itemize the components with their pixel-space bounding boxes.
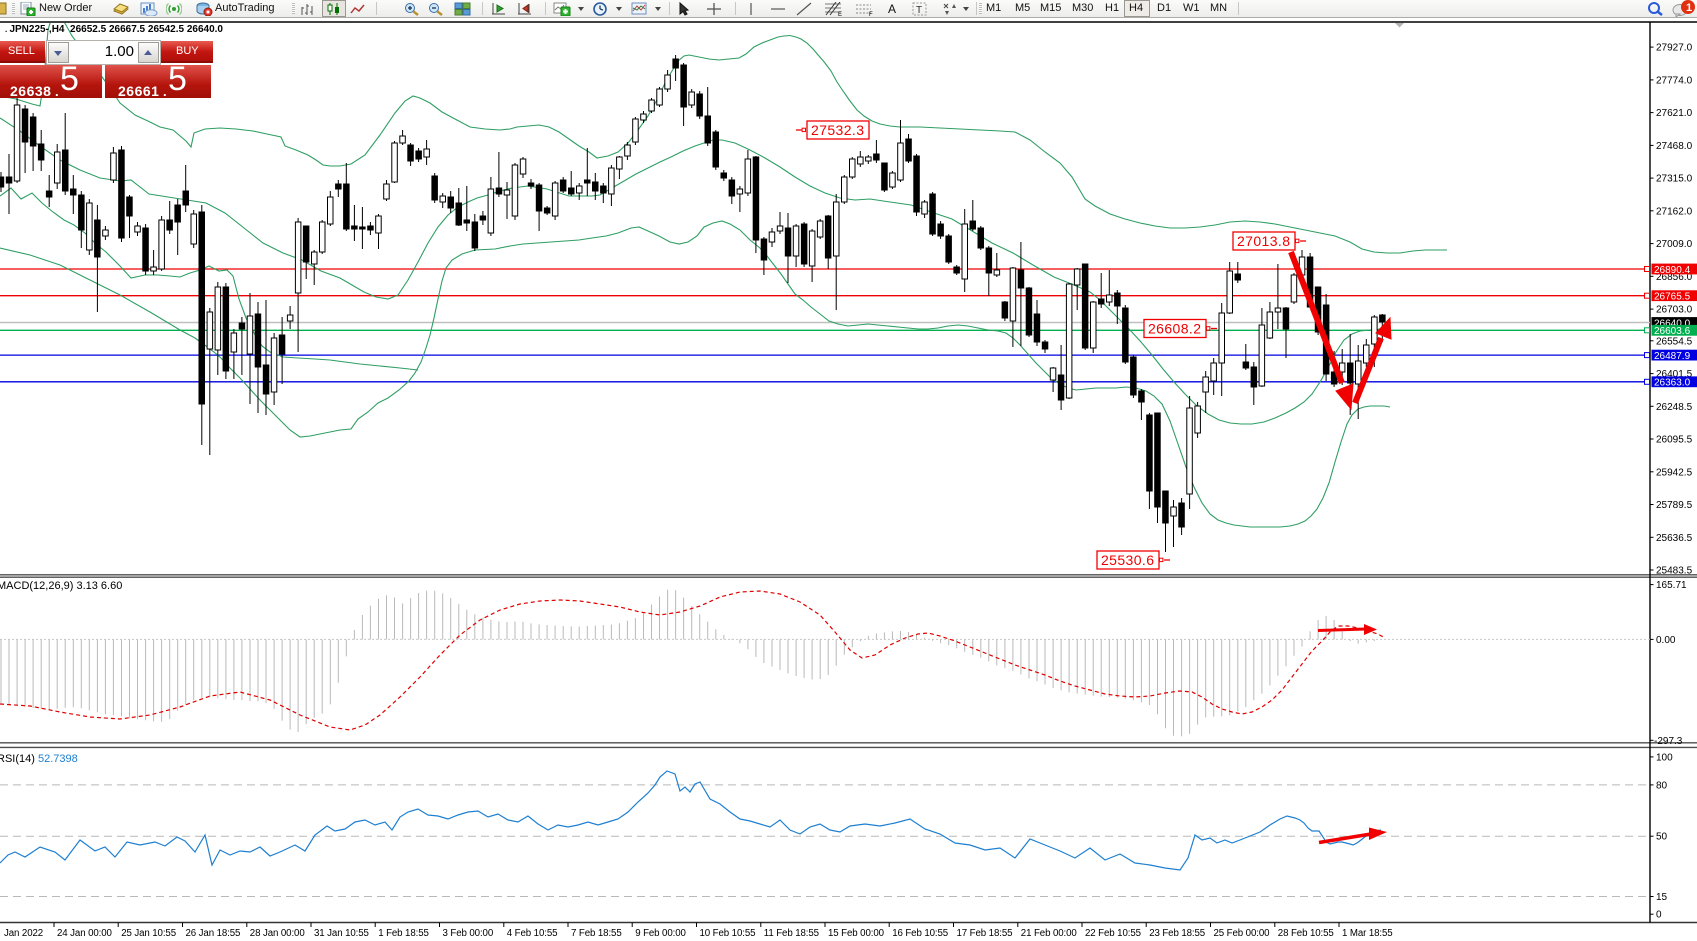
- svg-text:25483.5: 25483.5: [1656, 566, 1693, 577]
- svg-text:T: T: [916, 5, 922, 16]
- svg-text:27468.0: 27468.0: [1656, 141, 1693, 152]
- svg-text:26554.5: 26554.5: [1656, 336, 1693, 347]
- svg-text:3 Feb 00:00: 3 Feb 00:00: [443, 928, 494, 939]
- svg-text:Jan 2022: Jan 2022: [4, 928, 43, 939]
- svg-text:10 Feb 10:55: 10 Feb 10:55: [700, 928, 756, 939]
- svg-text:21 Feb 00:00: 21 Feb 00:00: [1021, 928, 1078, 939]
- svg-text:MACD(12,26,9) 3.13 6.60: MACD(12,26,9) 3.13 6.60: [0, 580, 122, 592]
- svg-text:25942.5: 25942.5: [1656, 467, 1693, 478]
- svg-text:28 Jan 00:00: 28 Jan 00:00: [250, 928, 306, 939]
- svg-text:26608.2: 26608.2: [1148, 321, 1201, 337]
- svg-text:100: 100: [1656, 752, 1673, 763]
- svg-text:31 Jan 10:55: 31 Jan 10:55: [314, 928, 369, 939]
- svg-text:16 Feb 10:55: 16 Feb 10:55: [892, 928, 948, 939]
- svg-text:1: 1: [1686, 2, 1692, 14]
- svg-text:-297.3: -297.3: [1654, 736, 1683, 747]
- svg-text:24 Jan 00:00: 24 Jan 00:00: [57, 928, 113, 939]
- svg-text:22 Feb 10:55: 22 Feb 10:55: [1085, 928, 1141, 939]
- svg-text:F: F: [869, 12, 873, 16]
- svg-text:27774.0: 27774.0: [1656, 75, 1693, 86]
- svg-text:27162.0: 27162.0: [1656, 206, 1693, 217]
- svg-text:25 Jan 10:55: 25 Jan 10:55: [121, 928, 176, 939]
- svg-text:27315.0: 27315.0: [1656, 174, 1693, 185]
- svg-text:26603.6: 26603.6: [1654, 326, 1691, 337]
- svg-text:25 Feb 00:00: 25 Feb 00:00: [1214, 928, 1271, 939]
- svg-text:25789.5: 25789.5: [1656, 500, 1693, 511]
- svg-text:27927.0: 27927.0: [1656, 43, 1693, 54]
- svg-text:25636.5: 25636.5: [1656, 533, 1693, 544]
- svg-text:0.00: 0.00: [1656, 635, 1676, 646]
- svg-text:27013.8: 27013.8: [1237, 233, 1290, 249]
- svg-text:26856.0: 26856.0: [1656, 272, 1693, 283]
- svg-text:RSI(14) 52.7398: RSI(14) 52.7398: [0, 753, 78, 765]
- svg-text:26401.5: 26401.5: [1656, 369, 1693, 380]
- svg-text:26703.0: 26703.0: [1656, 305, 1693, 316]
- svg-text:9 Feb 00:00: 9 Feb 00:00: [635, 928, 686, 939]
- svg-text:26363.0: 26363.0: [1654, 378, 1691, 389]
- svg-text:1 Feb 18:55: 1 Feb 18:55: [378, 928, 429, 939]
- svg-text:15 Feb 00:00: 15 Feb 00:00: [828, 928, 885, 939]
- svg-text:23 Feb 18:55: 23 Feb 18:55: [1149, 928, 1205, 939]
- svg-text:26640.0: 26640.0: [1654, 318, 1691, 329]
- svg-text:28 Feb 10:55: 28 Feb 10:55: [1278, 928, 1334, 939]
- svg-text:0: 0: [1656, 910, 1662, 921]
- svg-text:17 Feb 18:55: 17 Feb 18:55: [957, 928, 1013, 939]
- svg-text:11 Feb 18:55: 11 Feb 18:55: [764, 928, 819, 939]
- svg-text:80: 80: [1656, 780, 1668, 791]
- svg-text:26487.9: 26487.9: [1654, 351, 1691, 362]
- svg-text:27009.0: 27009.0: [1656, 239, 1693, 250]
- svg-text:26765.5: 26765.5: [1654, 292, 1691, 303]
- svg-text:15: 15: [1656, 892, 1668, 903]
- svg-text:165.71: 165.71: [1656, 580, 1687, 591]
- svg-text:27532.3: 27532.3: [811, 122, 864, 138]
- svg-text:25530.6: 25530.6: [1101, 552, 1154, 568]
- svg-text:27621.0: 27621.0: [1656, 108, 1693, 119]
- svg-text:26095.5: 26095.5: [1656, 435, 1693, 446]
- svg-text:26890.4: 26890.4: [1654, 265, 1691, 276]
- svg-text:E: E: [838, 12, 842, 16]
- svg-text:1 Mar 18:55: 1 Mar 18:55: [1342, 928, 1393, 939]
- svg-text:50: 50: [1656, 832, 1668, 843]
- svg-text:4 Feb 10:55: 4 Feb 10:55: [507, 928, 558, 939]
- svg-text:26248.5: 26248.5: [1656, 402, 1693, 413]
- svg-text:7 Feb 18:55: 7 Feb 18:55: [571, 928, 622, 939]
- svg-text:26 Jan 18:55: 26 Jan 18:55: [186, 928, 241, 939]
